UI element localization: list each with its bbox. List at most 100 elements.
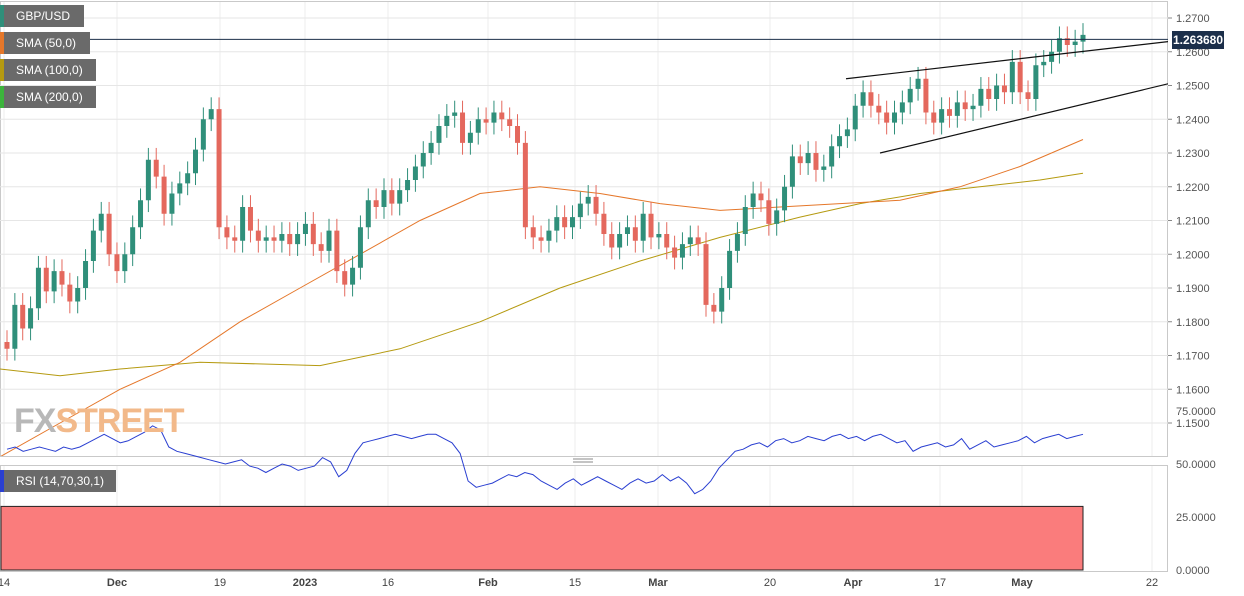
candle bbox=[1041, 50, 1047, 78]
y-tick-label: 1.1900 bbox=[1176, 283, 1210, 295]
candle bbox=[216, 97, 222, 240]
candle bbox=[185, 161, 191, 196]
candle-body bbox=[522, 142, 528, 228]
candle bbox=[915, 66, 921, 101]
candle-body bbox=[844, 129, 850, 137]
candle-body bbox=[554, 217, 560, 231]
rsi-label[interactable]: RSI (14,70,30,1) bbox=[0, 470, 116, 492]
candle bbox=[617, 222, 623, 260]
candle-body bbox=[51, 271, 57, 292]
candle bbox=[766, 188, 772, 236]
candle-body bbox=[664, 234, 670, 248]
sma-100-label[interactable]: SMA (100,0) bbox=[0, 59, 96, 81]
candle-body bbox=[892, 112, 898, 123]
y-tick-label: 1.2200 bbox=[1176, 182, 1210, 194]
x-tick-label: 20 bbox=[764, 577, 776, 589]
candle-body bbox=[475, 119, 481, 133]
panel-splitter[interactable] bbox=[573, 458, 593, 463]
candle bbox=[255, 218, 261, 253]
candle-body bbox=[4, 342, 10, 349]
candle-body bbox=[876, 105, 882, 113]
candle-body bbox=[1072, 41, 1078, 45]
candle-body bbox=[632, 227, 638, 241]
candle-body bbox=[978, 88, 984, 106]
candle bbox=[813, 141, 819, 182]
candle-body bbox=[216, 109, 222, 228]
candle-body bbox=[310, 223, 316, 245]
x-tick-label: Apr bbox=[844, 577, 864, 589]
candle bbox=[452, 100, 458, 128]
candle-body bbox=[1080, 34, 1086, 42]
candle bbox=[860, 80, 866, 118]
candle-body bbox=[491, 112, 497, 123]
candle-body bbox=[546, 230, 552, 241]
candle-body bbox=[946, 109, 952, 116]
candle bbox=[200, 107, 206, 162]
candle bbox=[742, 195, 748, 246]
candle-body bbox=[1033, 65, 1039, 99]
rsi-tick-label: 25.0000 bbox=[1176, 512, 1216, 524]
candle bbox=[679, 232, 685, 270]
candle bbox=[797, 144, 803, 175]
candle bbox=[145, 147, 151, 213]
sma-100-swatch bbox=[0, 59, 4, 81]
candle-body bbox=[1009, 61, 1015, 93]
candle bbox=[1064, 26, 1070, 57]
candle-body bbox=[884, 112, 890, 123]
candle-body bbox=[986, 88, 992, 99]
trendline-lower bbox=[879, 83, 1168, 154]
candle-body bbox=[161, 176, 167, 214]
candle-body bbox=[821, 166, 827, 170]
candle bbox=[899, 90, 905, 125]
candle bbox=[122, 242, 128, 283]
candle-body bbox=[342, 271, 348, 285]
candle bbox=[727, 239, 733, 300]
candle-body bbox=[562, 217, 568, 228]
candle bbox=[334, 218, 340, 283]
candle-body bbox=[255, 230, 261, 241]
candle bbox=[83, 249, 89, 300]
candle bbox=[232, 225, 238, 253]
candle-body bbox=[169, 193, 175, 214]
y-tick-label: 1.1800 bbox=[1176, 317, 1210, 329]
candle-body bbox=[247, 207, 253, 231]
candle-body bbox=[640, 213, 646, 241]
candle bbox=[491, 100, 497, 135]
x-tick-label: 15 bbox=[569, 577, 581, 589]
candle-body bbox=[381, 190, 387, 207]
symbol-label[interactable]: GBP/USD bbox=[0, 5, 84, 27]
candle-body bbox=[695, 237, 701, 245]
candle bbox=[907, 77, 913, 115]
candle bbox=[412, 154, 418, 192]
candle bbox=[428, 131, 434, 165]
candle-body bbox=[12, 304, 18, 349]
candle-body bbox=[954, 102, 960, 116]
rsi-line bbox=[6, 425, 1084, 495]
x-tick-label: 19 bbox=[214, 577, 226, 589]
y-tick-label: 1.2700 bbox=[1176, 13, 1210, 25]
candle bbox=[515, 114, 521, 155]
candle-body bbox=[711, 304, 717, 312]
rsi-tick-label: 0.0000 bbox=[1176, 565, 1210, 577]
candle bbox=[271, 225, 277, 253]
candle-body bbox=[405, 180, 411, 191]
candle bbox=[609, 222, 615, 260]
main-panel-frame bbox=[0, 1, 1168, 457]
candle bbox=[844, 117, 850, 148]
candle bbox=[90, 218, 96, 273]
x-tick-label: Dec bbox=[107, 577, 127, 589]
sma-200-label[interactable]: SMA (200,0) bbox=[0, 86, 96, 108]
candle bbox=[67, 272, 73, 314]
candle-body bbox=[962, 102, 968, 110]
candle bbox=[585, 185, 591, 216]
candle-body bbox=[1041, 61, 1047, 66]
candle-body bbox=[860, 92, 866, 106]
candle-body bbox=[515, 126, 521, 143]
candle bbox=[460, 100, 466, 155]
sma-50-label[interactable]: SMA (50,0) bbox=[0, 32, 90, 54]
candle bbox=[224, 215, 230, 250]
candle-body bbox=[656, 234, 662, 238]
candle bbox=[405, 168, 411, 202]
candle-body bbox=[585, 196, 591, 204]
candle bbox=[994, 73, 1000, 111]
